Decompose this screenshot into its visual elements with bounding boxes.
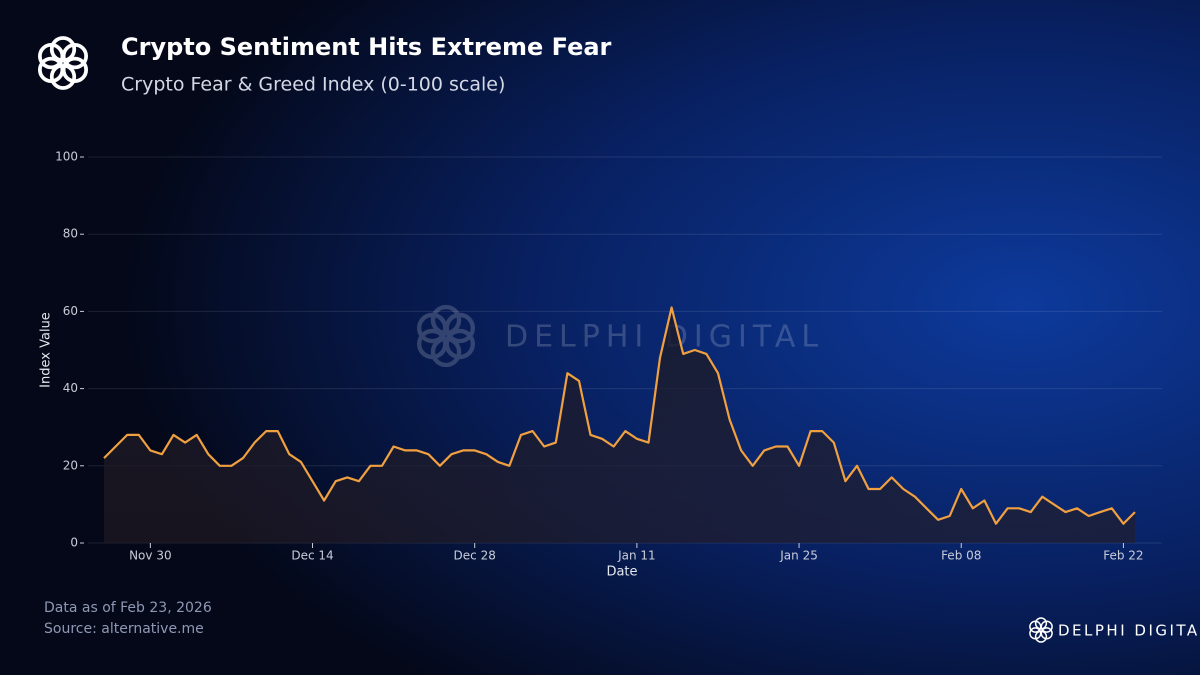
y-tick-label: 80 bbox=[63, 227, 78, 241]
y-axis-label: Index Value bbox=[39, 312, 54, 388]
y-tick-label: 100 bbox=[55, 150, 78, 164]
x-tick-label: Jan 11 bbox=[617, 549, 656, 563]
area bbox=[104, 307, 1135, 543]
x-tick-label: Feb 22 bbox=[1103, 549, 1143, 563]
x-tick-label: Feb 08 bbox=[941, 549, 981, 563]
x-tick-label: Dec 28 bbox=[454, 549, 496, 563]
y-tick-label: 60 bbox=[63, 304, 78, 318]
x-tick-label: Dec 14 bbox=[291, 549, 333, 563]
x-axis-label: Date bbox=[606, 565, 637, 580]
y-tick-label: 40 bbox=[63, 381, 78, 395]
x-tick-label: Nov 30 bbox=[129, 549, 172, 563]
chart-subtitle: Crypto Fear & Greed Index (0-100 scale) bbox=[121, 74, 505, 96]
brand: DELPHI DIGITAL bbox=[1058, 622, 1200, 640]
footnote: Data as of Feb 23, 2026 bbox=[44, 600, 212, 616]
footnote: Source: alternative.me bbox=[44, 621, 204, 637]
line bbox=[103, 306, 1136, 525]
chart-title: Crypto Sentiment Hits Extreme Fear bbox=[121, 33, 612, 61]
x-tick-label: Jan 25 bbox=[779, 549, 818, 563]
y-tick-label: 20 bbox=[63, 458, 78, 472]
y-tick-label: 0 bbox=[70, 536, 78, 550]
